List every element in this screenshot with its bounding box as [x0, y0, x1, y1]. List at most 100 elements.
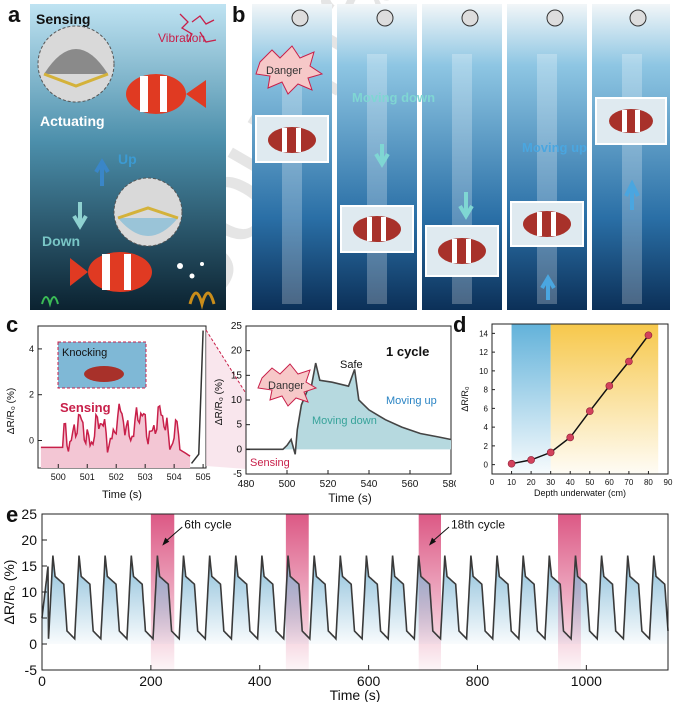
inset-x-tick-label: 504 [167, 472, 182, 482]
y-tick-label: 14 [479, 329, 488, 338]
up-arrow-icon [94, 158, 110, 186]
fish-icon [84, 366, 124, 382]
fish-zoom-inset-2 [340, 205, 414, 253]
x-tick-label: 30 [546, 478, 555, 487]
seaweed-icon [41, 296, 59, 308]
inset-x-tick-label: 502 [109, 472, 124, 482]
panel-c-charts: Knocking Sensing 500 501 502 503 504 505 0 2 4 Δ… [6, 321, 456, 505]
bubble-icon [189, 273, 195, 279]
actuating-label: Actuating [40, 113, 105, 129]
y-tick-label: 0 [484, 461, 489, 470]
y-tick-label: 12 [479, 348, 488, 357]
data-point [527, 456, 535, 464]
fish-zoom-inset-1 [255, 115, 329, 163]
y-axis-label: ΔR/R₀ (%) [1, 560, 17, 625]
y-axis-label: ΔR/R₀ [460, 386, 470, 412]
x-tick-label: 400 [248, 673, 272, 689]
actuated-film-icon [118, 218, 178, 236]
main-y-tick-label: 20 [231, 346, 243, 357]
danger-burst-icon [257, 363, 318, 407]
x-tick-label: 800 [466, 673, 490, 689]
pressure-gauge-icon [376, 9, 394, 27]
main-y-tick-label: -5 [233, 469, 242, 480]
down-arrow-icon [458, 192, 474, 220]
down-arrow-icon [374, 144, 390, 168]
main-chart-title: 1 cycle [386, 344, 429, 359]
vibration-icon [179, 13, 217, 43]
inset-sensing-label: Sensing [60, 400, 111, 415]
down-label: Down [42, 233, 80, 249]
pressure-gauge-icon [291, 9, 309, 27]
y-tick-label: 10 [479, 367, 488, 376]
x-axis-label: Time (s) [330, 687, 381, 702]
x-tick-label: 200 [139, 673, 163, 689]
y-tick-label: 25 [21, 508, 37, 522]
panel-label-c: c [6, 312, 19, 337]
photo-frame-5 [592, 4, 670, 310]
cycle-annotation-label: 18th cycle [451, 518, 505, 532]
pressure-gauge-icon [546, 9, 564, 27]
panel-a-illustration: Vibration Sensing Actuating Up Down [30, 4, 226, 310]
knocking-label: Knocking [62, 347, 107, 359]
x-tick-label: 10 [507, 478, 516, 487]
main-x-tick-label: 580 [443, 479, 456, 490]
danger-label: Danger [266, 65, 302, 77]
fish-zoom-inset-5 [595, 97, 667, 145]
data-point [566, 433, 575, 442]
main-x-tick-label: 500 [279, 479, 296, 490]
main-x-tick-label: 480 [238, 479, 255, 490]
inset-x-axis-label: Time (s) [102, 489, 142, 501]
coral-icon [188, 291, 216, 310]
x-tick-label: 0 [38, 673, 46, 689]
safe-label: Safe [340, 359, 363, 371]
y-tick-label: 8 [484, 386, 489, 395]
arrow-head-icon [162, 537, 170, 546]
main-y-tick-label: 5 [236, 420, 242, 431]
inset-x-tick-label: 505 [196, 472, 211, 482]
sensing-label: Sensing [36, 11, 90, 27]
moving-down-label: Moving down [352, 90, 435, 105]
inset-y-axis-label: ΔR/R₀ (%) [6, 388, 17, 434]
pressure-gauge-icon [629, 9, 647, 27]
x-tick-label: 1000 [571, 673, 602, 689]
bubble-icon [200, 262, 204, 266]
main-y-tick-label: 15 [231, 370, 243, 381]
y-tick-label: 20 [21, 532, 37, 548]
main-y-tick-label: 25 [231, 321, 243, 332]
electrode-icon [43, 72, 109, 88]
data-point [644, 331, 653, 340]
depth-region-band [511, 324, 551, 474]
data-point [507, 459, 516, 468]
x-axis-label: Depth underwater (cm) [534, 488, 626, 498]
y-tick-label: 6 [484, 404, 489, 413]
fish-zoom-inset-3 [425, 225, 499, 277]
x-tick-label: 90 [664, 478, 673, 487]
y-tick-label: 5 [29, 610, 37, 626]
fish-icon-bottom [70, 252, 152, 292]
down-arrow-icon [72, 202, 88, 230]
y-tick-label: 0 [29, 636, 37, 652]
moving-down-label: Moving down [312, 415, 377, 427]
x-tick-label: 50 [585, 478, 594, 487]
depth-region-band [550, 324, 659, 474]
signal-line [41, 555, 669, 641]
inset-x-tick-label: 503 [138, 472, 153, 482]
sensing-film-icon [44, 49, 108, 74]
panel-label-e: e [6, 502, 19, 527]
up-arrow-icon [624, 179, 640, 210]
x-tick-label: 60 [605, 478, 614, 487]
data-point [585, 407, 594, 415]
main-x-tick-label: 560 [402, 479, 419, 490]
moving-up-label: Moving up [386, 395, 437, 407]
inset-y-tick-label: 4 [29, 344, 34, 354]
y-tick-label: 10 [21, 584, 37, 600]
fish-icon-top [126, 74, 206, 114]
y-tick-label: 4 [484, 423, 489, 432]
panel-label-b: b [232, 2, 246, 27]
panel-d-chart: 0 10 20 30 40 50 60 70 80 90 0 2 4 6 8 10 12 14 Depth unde… [460, 323, 673, 498]
up-arrow-icon [540, 274, 556, 300]
danger-burst-icon [255, 45, 324, 95]
x-tick-label: 600 [357, 673, 381, 689]
inset-y-tick-label: 2 [29, 390, 34, 400]
